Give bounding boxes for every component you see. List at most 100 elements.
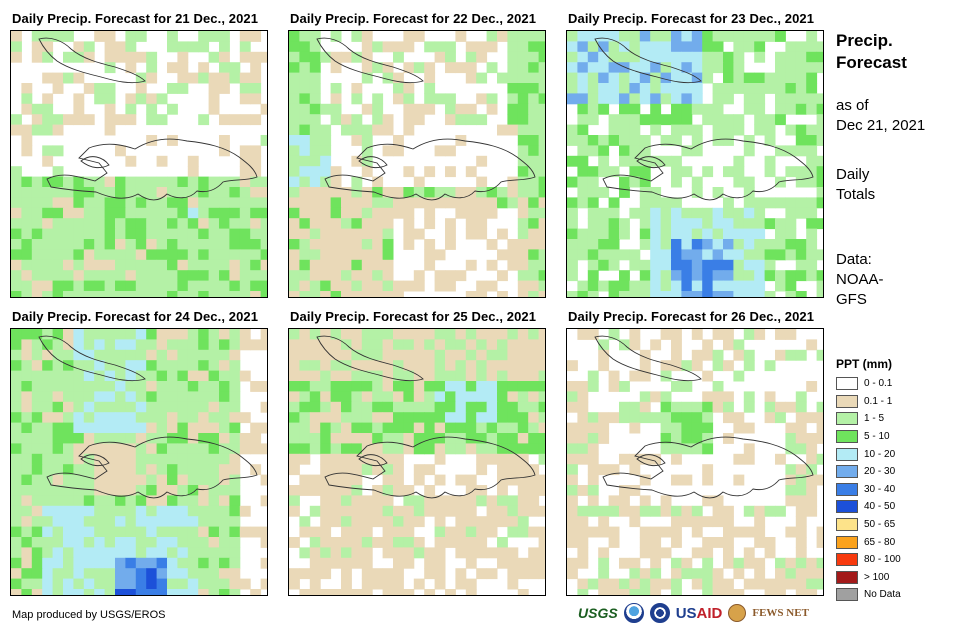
legend-item: No Data [836, 586, 901, 604]
map-panel-23 [566, 30, 824, 298]
legend-swatch [836, 553, 858, 567]
panel-title-23: Daily Precip. Forecast for 23 Dec., 2021 [568, 11, 815, 26]
cuba-outline [316, 37, 424, 84]
data-source-line1: NOAA- [836, 271, 884, 288]
legend-item: 5 - 10 [836, 428, 901, 446]
noaa-logo-icon [623, 603, 644, 623]
gonave-outline [636, 156, 666, 169]
gonave-outline [358, 454, 388, 467]
legend-swatch [836, 377, 858, 391]
gonave-outline [80, 156, 110, 169]
legend-item: 20 - 30 [836, 463, 901, 481]
as-of-date: Dec 21, 2021 [836, 117, 926, 134]
daily-label: Daily [836, 166, 870, 183]
legend-swatch [836, 570, 858, 584]
legend-label: 1 - 5 [864, 413, 885, 425]
map-panel-26 [566, 328, 824, 596]
legend: 0 - 0.1 0.1 - 1 1 - 5 5 - 10 10 - 20 20 - 30 3… [836, 375, 901, 604]
precip-map-22 [289, 31, 545, 297]
legend-item: 1 - 5 [836, 410, 901, 428]
hispaniola-outline [46, 138, 258, 201]
legend-swatch [836, 465, 858, 479]
legend-label: 50 - 65 [864, 519, 896, 531]
data-label: Data: [836, 251, 872, 268]
legend-swatch [836, 412, 858, 426]
fews-net-logo: FEWS NET [752, 607, 809, 619]
precip-map-24 [11, 329, 267, 595]
cuba-outline [38, 335, 146, 382]
cuba-outline [594, 335, 702, 382]
legend-swatch [836, 500, 858, 514]
panel-title-26: Daily Precip. Forecast for 26 Dec., 2021 [568, 309, 815, 324]
dhs-seal-icon [649, 603, 670, 623]
legend-item: > 100 [836, 569, 901, 587]
legend-swatch [836, 482, 858, 496]
totals-label: Totals [836, 186, 876, 203]
gonave-outline [80, 454, 110, 467]
legend-swatch [836, 535, 858, 549]
legend-item: 40 - 50 [836, 498, 901, 516]
legend-label: No Data [864, 589, 901, 601]
legend-swatch [836, 430, 858, 444]
credit-text: Map produced by USGS/EROS [12, 609, 166, 621]
usaid-logo: USAID [676, 605, 723, 622]
legend-label: 5 - 10 [864, 431, 890, 443]
legend-item: 10 - 20 [836, 445, 901, 463]
panel-title-25: Daily Precip. Forecast for 25 Dec., 2021 [290, 309, 537, 324]
legend-label: 40 - 50 [864, 501, 896, 513]
precip-map-21 [11, 31, 267, 297]
gonave-outline [358, 156, 388, 169]
panel-title-21: Daily Precip. Forecast for 21 Dec., 2021 [12, 11, 259, 26]
legend-label: 30 - 40 [864, 483, 896, 495]
legend-label: > 100 [864, 571, 890, 583]
map-panel-24 [10, 328, 268, 596]
legend-label: 80 - 100 [864, 554, 901, 566]
hispaniola-outline [324, 138, 536, 201]
legend-item: 50 - 65 [836, 516, 901, 534]
legend-item: 0.1 - 1 [836, 393, 901, 411]
as-of-block: as of Dec 21, 2021 [836, 96, 925, 136]
map-panel-21 [10, 30, 268, 298]
side-title-line1: Precip. [836, 31, 893, 50]
cuba-outline [316, 335, 424, 382]
panel-title-22: Daily Precip. Forecast for 22 Dec., 2021 [290, 11, 537, 26]
data-source-block: Data: NOAA- GFS [836, 250, 884, 310]
cuba-outline [38, 37, 146, 84]
usaid-logo-part2: AID [696, 604, 723, 622]
side-title: Precip. Forecast [836, 30, 907, 74]
map-panel-25 [288, 328, 546, 596]
legend-item: 0 - 0.1 [836, 375, 901, 393]
daily-totals-block: Daily Totals [836, 165, 875, 205]
legend-item: 80 - 100 [836, 551, 901, 569]
data-source-line2: GFS [836, 291, 867, 308]
hispaniola-outline [46, 436, 258, 499]
legend-title: PPT (mm) [836, 357, 893, 371]
logo-strip: USGS USAID FEWS NET [578, 603, 809, 623]
legend-swatch [836, 588, 858, 602]
panel-title-24: Daily Precip. Forecast for 24 Dec., 2021 [12, 309, 259, 324]
legend-swatch [836, 394, 858, 408]
legend-swatch [836, 447, 858, 461]
cuba-outline [594, 37, 702, 84]
as-of-label: as of [836, 97, 869, 114]
precip-map-23 [567, 31, 823, 297]
usaid-logo-part1: US [675, 604, 697, 622]
hispaniola-outline [602, 138, 814, 201]
side-title-line2: Forecast [836, 53, 907, 72]
legend-label: 0.1 - 1 [864, 395, 893, 407]
precip-map-25 [289, 329, 545, 595]
precip-map-26 [567, 329, 823, 595]
legend-item: 30 - 40 [836, 481, 901, 499]
legend-label: 0 - 0.1 [864, 378, 893, 390]
map-panel-22 [288, 30, 546, 298]
hispaniola-outline [602, 436, 814, 499]
usgs-logo: USGS [578, 605, 618, 621]
fews-net-mark-icon [728, 604, 747, 622]
legend-swatch [836, 518, 858, 532]
hispaniola-outline [324, 436, 536, 499]
gonave-outline [636, 454, 666, 467]
legend-label: 65 - 80 [864, 536, 896, 548]
legend-item: 65 - 80 [836, 533, 901, 551]
legend-label: 10 - 20 [864, 448, 896, 460]
legend-label: 20 - 30 [864, 466, 896, 478]
